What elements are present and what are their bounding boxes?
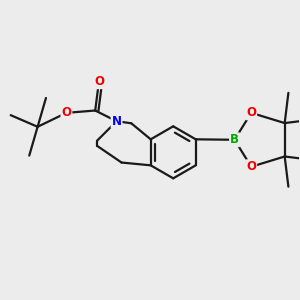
Text: B: B [230,133,239,146]
Text: N: N [112,115,122,128]
Text: O: O [246,106,256,119]
Text: O: O [246,160,256,173]
Text: O: O [61,106,71,119]
Text: O: O [94,75,104,88]
